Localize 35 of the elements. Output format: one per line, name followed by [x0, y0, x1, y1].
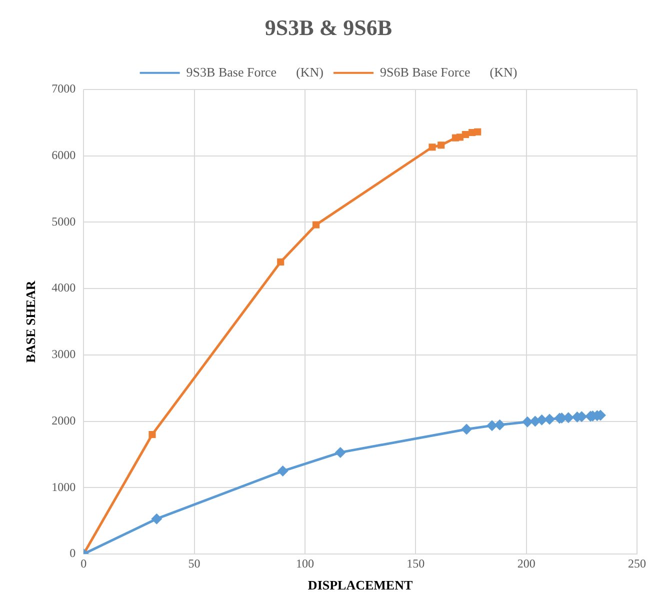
- y-tick-label: 7000: [52, 82, 76, 96]
- point: [494, 419, 506, 430]
- y-tick-label: 0: [70, 546, 76, 560]
- point: [334, 446, 346, 458]
- x-tick-label: 0: [80, 556, 87, 570]
- x-tick-label: 200: [517, 556, 536, 570]
- y-tick-label: 1000: [52, 480, 76, 494]
- x-axis-title: DISPLACEMENT: [308, 578, 413, 593]
- point: [461, 424, 472, 435]
- point: [522, 416, 533, 428]
- y-tick-label: 5000: [52, 214, 76, 228]
- x-tick-label: 50: [188, 556, 200, 570]
- y-tick-label: 6000: [52, 148, 76, 162]
- y-axis-title: BASE SHEAR: [23, 280, 38, 363]
- point: [312, 221, 320, 228]
- point: [462, 130, 469, 138]
- point: [277, 466, 288, 477]
- y-tick-label: 3000: [52, 347, 76, 362]
- legend-label: 9S6B Base Force (KN): [380, 64, 518, 80]
- x-tick-label: 250: [628, 556, 646, 570]
- point: [536, 414, 548, 426]
- point: [474, 128, 482, 136]
- point: [151, 513, 162, 524]
- chart-title: 9S3B & 9S6B: [264, 14, 392, 40]
- point: [428, 144, 436, 151]
- point: [486, 420, 498, 432]
- point: [544, 414, 556, 425]
- point: [277, 258, 284, 266]
- y-tick-label: 4000: [52, 280, 76, 295]
- x-tick-label: 150: [406, 556, 425, 570]
- legend-label: 9S3B Base Force (KN): [186, 64, 324, 80]
- y-tick-label: 2000: [52, 413, 76, 428]
- point: [438, 142, 445, 149]
- point: [148, 430, 156, 438]
- x-tick-label: 100: [296, 556, 314, 570]
